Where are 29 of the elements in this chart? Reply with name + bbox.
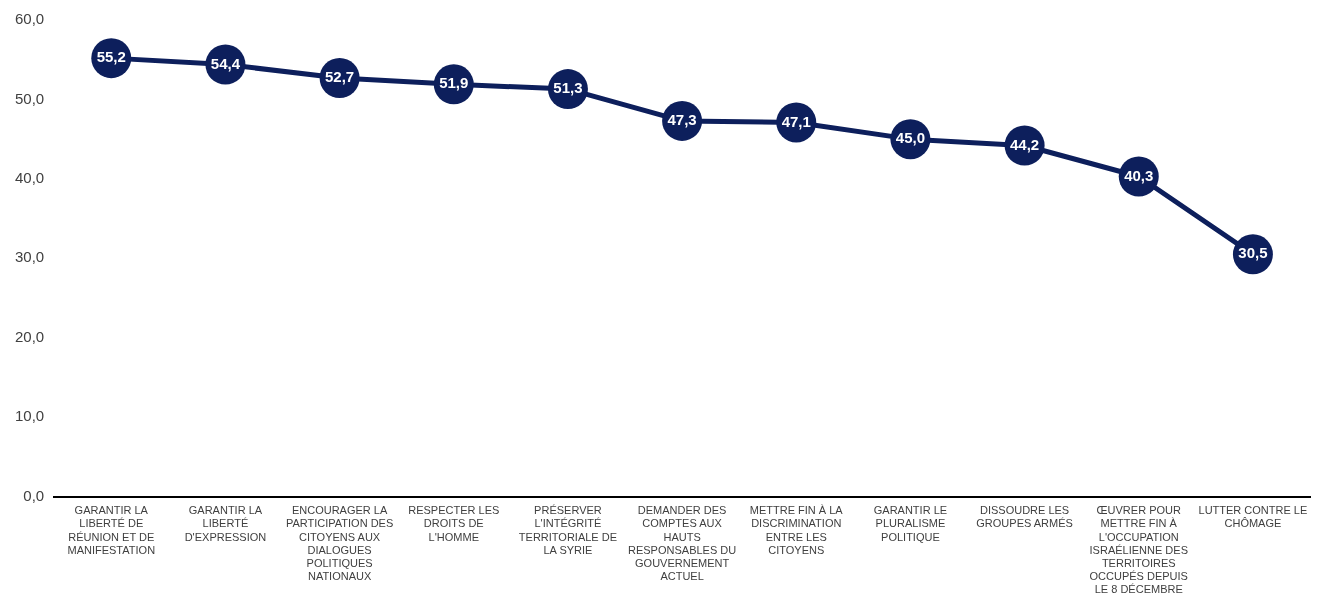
data-label: 52,7 — [325, 68, 355, 86]
y-tick-label: 30,0 — [14, 248, 45, 266]
y-tick-label: 10,0 — [14, 407, 45, 425]
x-tick-label: GARANTIR LA LIBERTÉ DE RÉUNION ET DE MANIFESTATION — [67, 504, 156, 556]
x-tick-label: PRÉSERVER L'INTÉGRITÉ TERRITORIALE DE LA SYRIE — [518, 504, 618, 556]
x-tick-label: ENCOURAGER LA PARTICIPATION DES CITOYENS AUX DIALOGUES POLITIQUES NATIONAUX — [285, 504, 394, 583]
data-label: 51,9 — [439, 74, 469, 92]
x-tick-label: GARANTIR LE PLURALISME POLITIQUE — [873, 504, 948, 543]
data-label: 47,3 — [667, 111, 697, 129]
x-tick-label: METTRE FIN À LA DISCRIMINATION ENTRE LES CITOYENS — [749, 504, 844, 556]
x-tick-label: DISSOUDRE LES GROUPES ARMÉS — [976, 504, 1073, 530]
y-tick-label: 50,0 — [14, 89, 45, 107]
y-tick-label: 20,0 — [14, 327, 45, 345]
x-tick-label: DEMANDER DES COMPTES AUX HAUTS RESPONSABLES DU GOUVERNEMENT ACTUEL — [628, 504, 737, 583]
data-label: 54,4 — [210, 54, 241, 72]
y-tick-label: 60,0 — [14, 10, 45, 28]
y-tick-label: 0,0 — [23, 486, 45, 504]
data-label: 51,3 — [553, 79, 583, 97]
x-tick-label: ŒUVRER POUR METTRE FIN À L'OCCUPATION ISRAÉLIENNE DES TERRITOIRES OCCUPÉS DEPUIS LE 8 DÉCEMBRE — [1089, 504, 1188, 596]
y-tick-label: 40,0 — [14, 169, 45, 187]
data-label: 55,2 — [96, 48, 126, 66]
data-label: 40,3 — [1124, 166, 1154, 184]
x-tick-label: GARANTIR LA LIBERTÉ D'EXPRESSION — [184, 504, 267, 543]
data-label: 30,5 — [1238, 244, 1268, 262]
data-label: 44,2 — [1009, 135, 1040, 153]
x-tick-label: LUTTER CONTRE LE CHÔMAGE — [1198, 504, 1308, 530]
data-label: 47,1 — [781, 112, 811, 130]
x-tick-label: RESPECTER LES DROITS DE L'HOMME — [408, 504, 500, 543]
data-label: 45,0 — [895, 129, 926, 147]
